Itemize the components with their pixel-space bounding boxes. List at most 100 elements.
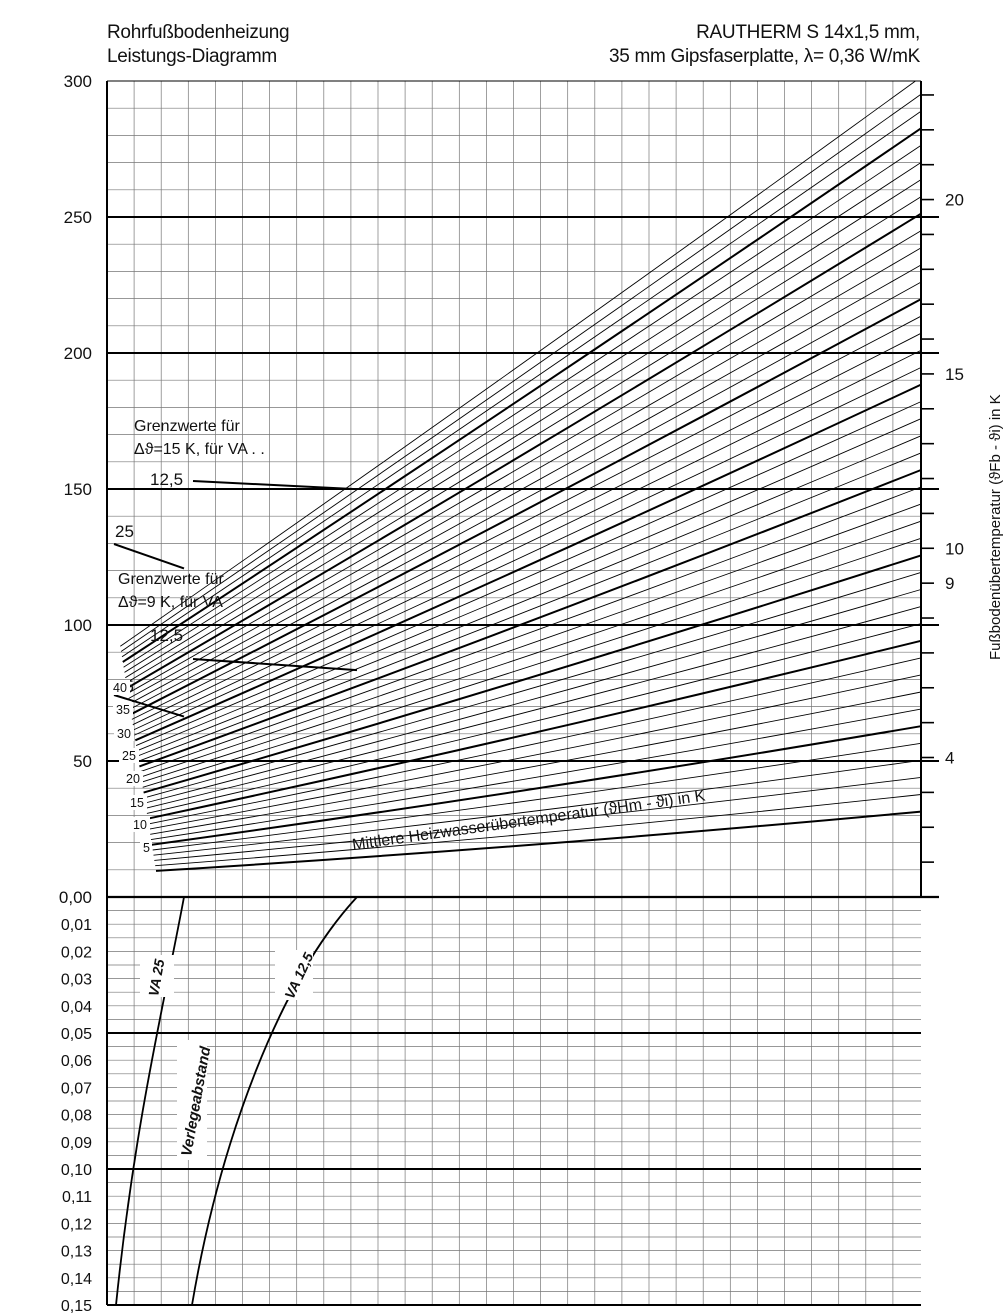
limit-heading: Δϑ=9 K, für VA [118,594,223,611]
curve-label-bg [110,680,130,695]
performance-curve [131,315,922,720]
performance-curve [136,418,922,752]
y-tick-label: 0,03 [61,972,92,989]
performance-curve [135,401,922,747]
va-label-bg [140,955,174,997]
performance-curve [142,537,922,788]
performance-curve [130,298,922,716]
performance-curve [123,145,922,668]
right-axis-label: Fußbodenübertemperatur (ϑFb - ϑi) in K [987,394,1004,660]
y-tick-label: 0,04 [61,999,92,1016]
performance-curve [149,674,922,830]
performance-curve [133,349,922,731]
performance-curve [129,264,922,705]
y-tick-label: 200 [64,344,92,363]
performance-curve [154,776,922,861]
y-tick-label: 250 [64,208,92,227]
limit-line [113,694,185,718]
curve-label: 10 [133,818,147,832]
curve-label: 40 [113,681,127,695]
performance-curve [143,554,922,794]
axis-label-bg [177,1040,207,1160]
limit-line [192,480,354,490]
performance-curve [155,794,922,867]
y-tick-label: 100 [64,616,92,635]
performance-curves [120,80,922,872]
curve-label: 20 [126,772,140,786]
right-tick-label: 9 [945,574,954,593]
y-tick-label: 0,11 [62,1189,92,1206]
limit-heading: Δϑ=15 K, für VA . . [134,441,265,458]
right-tick-label: 15 [945,365,964,384]
y-tick-label: 0,01 [61,917,92,934]
performance-curve [125,179,922,679]
performance-curve [140,503,922,778]
performance-curve [121,110,922,658]
va125-curve [191,896,358,1306]
performance-curve [148,657,922,825]
performance-curve [140,486,922,773]
curve-label: 35 [116,703,130,717]
y-tick-label: 300 [64,72,92,91]
performance-curve [145,606,922,809]
performance-curve [138,452,922,762]
axes: 300 250 200 150 100 50 0,00 0,01 0,02 0,03 0,04 0,0… [59,72,1004,1313]
curve-label-bg [140,840,152,855]
performance-curve [155,810,922,872]
performance-curve [153,759,922,856]
va-label-bg [275,950,313,1000]
performance-curve [141,520,922,783]
performance-curve [130,281,922,710]
performance-curve [120,80,916,647]
performance-curve [134,367,922,736]
limit-label: 12,5 [150,470,183,489]
curve-label: 5 [143,841,150,855]
y-tick-label: 0,09 [61,1135,92,1152]
chart-spec-line2: 35 mm Gipsfaserplatte, λ= 0,36 W/mK [608,46,920,67]
curve-label-bg [119,748,139,763]
performance-curve [128,247,922,699]
performance-curve [150,708,922,841]
curve-label: 25 [122,749,136,763]
y-tick-label: 0,06 [61,1053,92,1070]
limit-label: 12,5 [150,626,183,645]
curve-label-bg [127,795,147,810]
y-tick-label: 0,12 [61,1216,92,1233]
curve-label-bg [123,771,143,786]
performance-curve [151,725,922,846]
y-tick-label: 150 [64,480,92,499]
y-tick-label: 0,00 [59,888,92,907]
limit-heading: Grenzwerte für [118,571,224,588]
va25-curve [115,896,185,1306]
minor-grid [107,80,921,1306]
performance-curve [132,332,922,726]
performance-curve [152,742,922,851]
performance-curve [150,691,922,835]
performance-curve [126,212,922,689]
y-tick-label: 0,05 [61,1026,92,1043]
performance-curve [120,93,922,652]
right-tick-label: 10 [945,539,964,558]
performance-curve [144,571,922,799]
major-grid [107,216,939,1170]
performance-curve [127,230,922,694]
curve-label: 30 [117,727,131,741]
limit-label: 25 [115,522,134,541]
performance-curve [137,435,922,757]
performance-curve [125,196,922,684]
performance-curve [139,469,922,768]
chart-title-line2: Leistungs-Diagramm [107,46,277,67]
performance-curve [124,162,922,673]
chart-spec-line1: RAUTHERM S 14x1,5 mm, [696,22,920,43]
curve-label: 15 [130,796,144,810]
curve-label-bg [114,726,134,741]
performance-curve [146,623,922,814]
limit-markers: Grenzwerte für Δϑ=15 K, für VA . . 12,5 25 G… [113,418,358,718]
curve-label-bg [113,702,133,717]
curve-label-bg [130,817,150,832]
y-tick-label: 0,13 [61,1244,92,1261]
right-tick-label: 20 [945,191,964,210]
performance-curve [145,589,922,804]
